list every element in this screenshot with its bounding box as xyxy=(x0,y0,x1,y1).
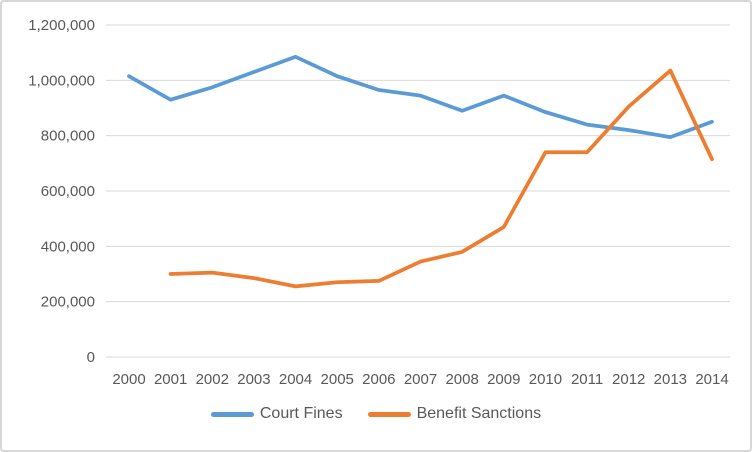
x-axis-tick-label: 2002 xyxy=(196,371,229,388)
x-axis-tick-label: 2012 xyxy=(612,371,645,388)
x-axis-tick-label: 2003 xyxy=(237,371,270,388)
y-axis-tick-label: 1,200,000 xyxy=(28,17,95,34)
series-line-court-fines xyxy=(127,54,714,139)
x-axis-tick-label: 2011 xyxy=(571,371,603,388)
x-axis-tick-label: 2010 xyxy=(529,371,562,388)
x-axis-tick-label: 2000 xyxy=(112,371,145,388)
x-axis-tick-label: 2005 xyxy=(321,371,354,388)
x-axis-tick-label: 2014 xyxy=(695,371,728,388)
y-axis-tick-label: 400,000 xyxy=(41,238,95,255)
x-axis-tick-label: 2007 xyxy=(404,371,437,388)
x-axis-tick-label: 2006 xyxy=(362,371,395,388)
benefit-sanctions-legend-label: Benefit Sanctions xyxy=(416,405,542,422)
x-axis-tick-label: 2009 xyxy=(487,371,520,388)
y-axis-tick-label: 1,000,000 xyxy=(28,72,95,89)
y-axis-tick-label: 0 xyxy=(87,349,95,366)
court-fines-line-swatch xyxy=(210,411,254,417)
series-line-benefit-sanctions xyxy=(168,68,714,289)
chart-legend: Court Fines Benefit Sanctions xyxy=(2,405,750,423)
court-fines-legend-label: Court Fines xyxy=(259,405,343,422)
x-axis-tick-label: 2004 xyxy=(279,371,312,388)
y-axis-tick-label: 800,000 xyxy=(41,128,95,145)
x-axis-tick-label: 2001 xyxy=(154,371,187,388)
y-axis-tick-label: 600,000 xyxy=(41,183,95,200)
x-axis-tick-label: 2008 xyxy=(445,371,478,388)
x-axis-tick-label: 2013 xyxy=(654,371,687,388)
legend-item-benefit-sanctions: Benefit Sanctions xyxy=(367,405,542,423)
legend-item-court-fines: Court Fines xyxy=(210,405,343,423)
y-axis-tick-label: 200,000 xyxy=(41,294,95,311)
benefit-sanctions-line-swatch xyxy=(367,411,411,417)
